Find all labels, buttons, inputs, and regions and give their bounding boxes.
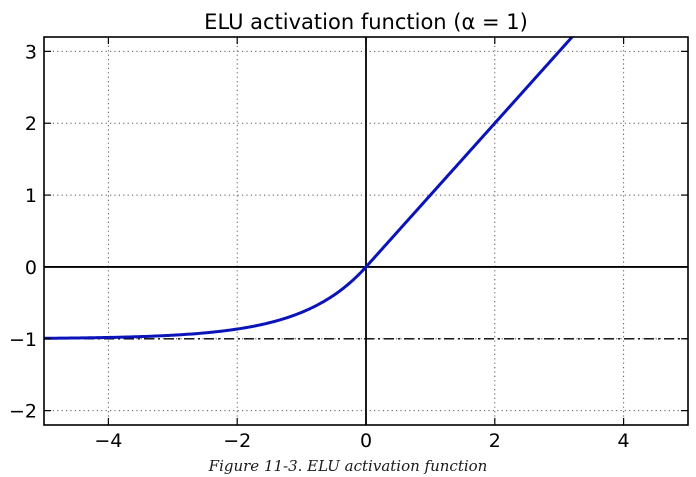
x-tick-label: −2 [223, 430, 251, 452]
x-tick-label: −4 [94, 430, 122, 452]
chart-title: ELU activation function (α = 1) [204, 10, 528, 34]
elu-series-line [44, 37, 575, 340]
y-tick-label: 0 [25, 257, 37, 279]
y-tick-label: 3 [25, 41, 37, 63]
x-tick-label: 0 [360, 430, 372, 452]
y-tick-label: −2 [9, 401, 37, 423]
y-tick-label: −1 [9, 329, 37, 351]
plot-area: −4 −2 0 2 4 −2 −1 0 1 2 3 [9, 36, 689, 452]
figure-caption: Figure 11-3. ELU activation function [208, 457, 488, 475]
y-tick-label: 1 [25, 185, 37, 207]
y-tick-label: 2 [25, 113, 37, 135]
x-tick-label: 2 [489, 430, 501, 452]
x-tick-label: 4 [618, 430, 630, 452]
